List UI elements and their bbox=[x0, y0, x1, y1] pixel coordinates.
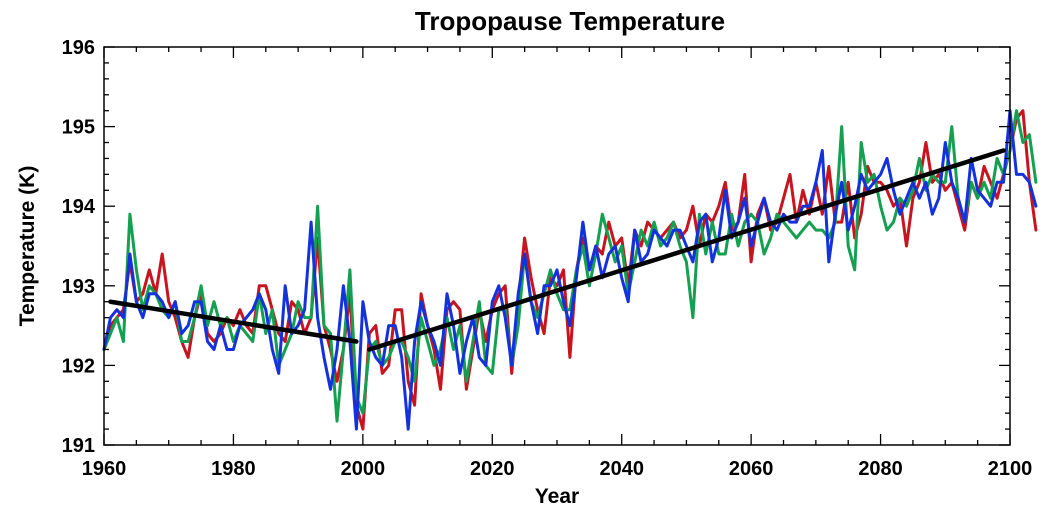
axis-ticks bbox=[103, 46, 1011, 446]
trend-lines bbox=[108, 148, 1006, 352]
y-axis-label: Temperature (K) bbox=[16, 166, 39, 327]
series-line-3 bbox=[102, 109, 1038, 431]
y-tick-label: 196 bbox=[62, 37, 95, 59]
x-tick-labels: 1960 1980 2000 2020 2040 2060 2080 2100 bbox=[82, 458, 1033, 480]
x-tick-label: 2040 bbox=[599, 458, 644, 480]
series-line-1 bbox=[102, 109, 1038, 431]
trend-line-2 bbox=[367, 148, 1006, 352]
x-tick-label: 1960 bbox=[82, 458, 127, 480]
y-tick-labels: 191 192 193 194 195 196 bbox=[62, 37, 96, 457]
x-tick-label: 1980 bbox=[211, 458, 256, 480]
y-tick-label: 191 bbox=[62, 435, 95, 457]
series-layer bbox=[102, 109, 1038, 431]
x-tick-label: 2000 bbox=[341, 458, 386, 480]
y-tick-label: 194 bbox=[62, 196, 96, 218]
chart-title: Tropopause Temperature bbox=[415, 6, 725, 36]
y-tick-label: 195 bbox=[62, 117, 95, 139]
x-tick-label: 2060 bbox=[729, 458, 774, 480]
plot-frame bbox=[103, 46, 1011, 446]
series-line-2 bbox=[102, 109, 1038, 423]
x-tick-label: 2100 bbox=[988, 458, 1033, 480]
x-tick-label: 2020 bbox=[470, 458, 515, 480]
trend-line-1 bbox=[108, 299, 359, 344]
y-tick-label: 192 bbox=[62, 355, 95, 377]
y-tick-label: 193 bbox=[62, 276, 95, 298]
x-tick-label: 2080 bbox=[858, 458, 903, 480]
x-axis-label: Year bbox=[535, 485, 579, 507]
